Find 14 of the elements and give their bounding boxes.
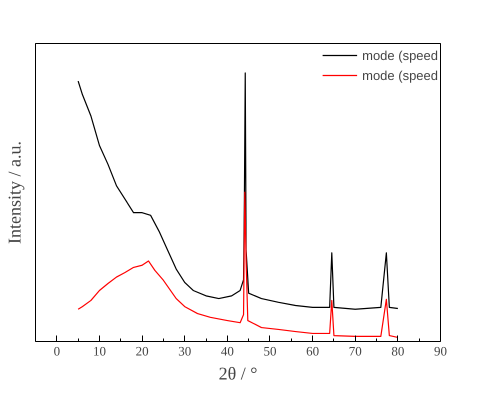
x-tick-label: 60 xyxy=(306,344,320,358)
x-tick-label: 10 xyxy=(92,344,106,358)
x-tick-label: 50 xyxy=(263,344,276,358)
x-tick-label: 0 xyxy=(54,344,60,358)
x-tick-label: 20 xyxy=(136,344,149,358)
x-tick-label: 80 xyxy=(391,344,404,358)
y-axis-title: Intensity / a.u. xyxy=(4,141,24,244)
legend-label: mode (speed xyxy=(362,48,438,62)
x-tick-label: 40 xyxy=(220,344,234,358)
x-tick-label: 30 xyxy=(178,344,192,358)
x-tick-label: 90 xyxy=(434,344,447,358)
legend-label: mode (speed xyxy=(362,68,438,82)
x-axis-title: 2θ / ° xyxy=(218,364,258,384)
x-tick-label: 70 xyxy=(348,344,362,358)
